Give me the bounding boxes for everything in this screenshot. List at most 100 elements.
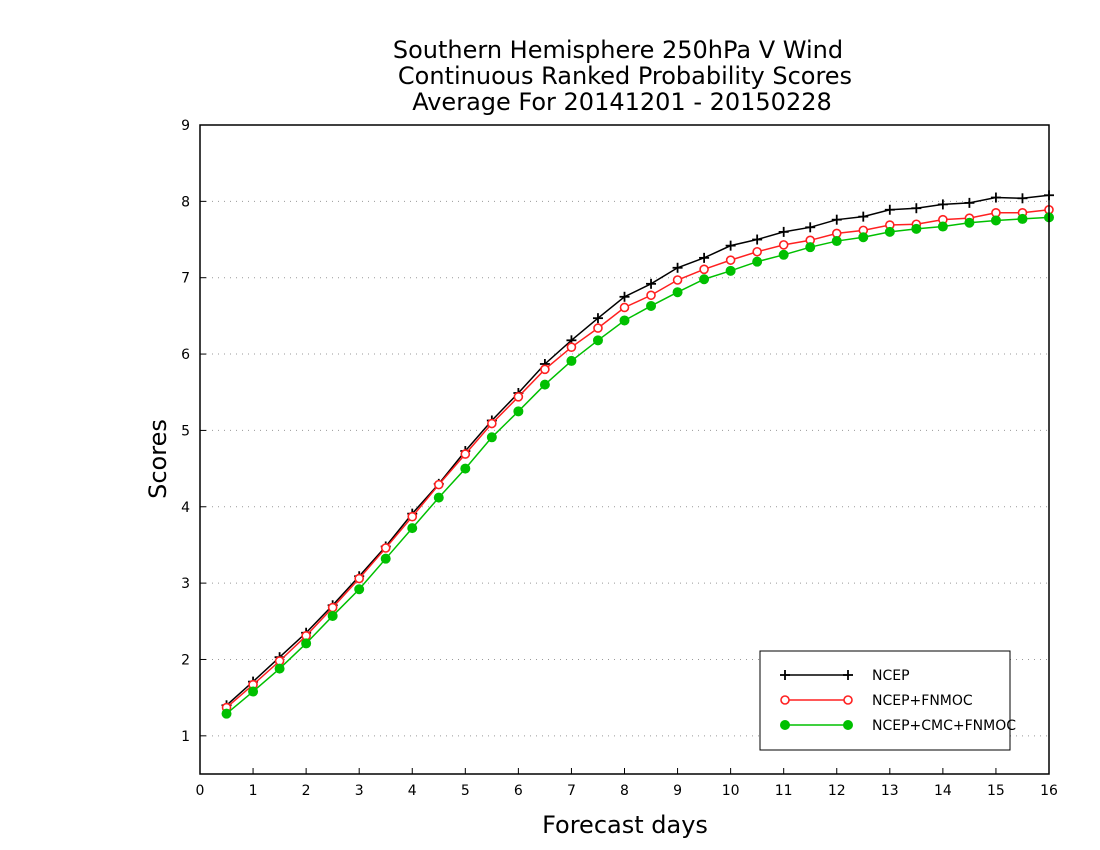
point-ncep-cmc-fnmoc-22 [805, 242, 816, 253]
point-ncep-cmc-fnmoc-10 [486, 432, 497, 443]
legend-items: NCEP NCEP+FNMOC NCEP+CMC+FNMOC [780, 668, 1016, 734]
point-ncep-fnmoc-11 [513, 392, 524, 402]
point-ncep-cmc-fnmoc-24 [858, 232, 869, 243]
series-ncep-cmc-fnmoc [221, 212, 1054, 719]
x-tick-label-3: 3 [355, 783, 364, 799]
point-ncep-22 [805, 222, 816, 233]
point-ncep-cmc-fnmoc-19 [725, 265, 736, 276]
point-ncep-fnmoc-20 [752, 246, 762, 257]
legend-item-ncep-cmc-fnmoc: NCEP+CMC+FNMOC [780, 718, 1016, 734]
y-tick-label-8: 8 [181, 194, 190, 210]
series-line-ncep-cmc-fnmoc [226, 216, 1050, 715]
series-line-ncep [226, 194, 1050, 706]
x-tick-label-0: 0 [196, 783, 205, 799]
point-ncep-cmc-fnmoc-21 [778, 249, 789, 260]
point-ncep-fnmoc-19 [725, 255, 736, 265]
point-ncep-fnmoc-14 [593, 323, 603, 333]
legend: NCEP NCEP+FNMOC NCEP+CMC+FNMOC [759, 650, 1016, 751]
x-axis-label: Forecast days [542, 811, 708, 839]
x-tick-label-13: 13 [881, 783, 899, 799]
point-ncep-cmc-fnmoc-13 [566, 355, 577, 366]
point-ncep-cmc-fnmoc-14 [592, 335, 603, 346]
point-ncep-cmc-fnmoc-7 [407, 523, 418, 534]
point-ncep-cmc-fnmoc-28 [964, 217, 975, 228]
y-tick-label-7: 7 [181, 271, 190, 287]
title-line-2: Continuous Ranked Probability Scores [398, 62, 852, 90]
x-tick-label-9: 9 [673, 783, 682, 799]
point-ncep-cmc-fnmoc-9 [460, 463, 471, 474]
y-tick-label-3: 3 [181, 576, 190, 592]
point-ncep-cmc-fnmoc-30 [1017, 213, 1028, 224]
point-ncep-fnmoc-4 [327, 602, 338, 613]
title-line-3: Average For 20141201 - 20150228 [412, 88, 832, 116]
point-ncep-15 [619, 291, 630, 302]
point-ncep-26 [911, 203, 922, 214]
point-ncep-cmc-fnmoc-3 [301, 638, 312, 649]
point-ncep-cmc-fnmoc-17 [672, 287, 683, 298]
point-ncep-fnmoc-5 [354, 573, 364, 584]
x-tick-label-5: 5 [461, 783, 470, 799]
point-ncep-cmc-fnmoc-25 [884, 226, 895, 237]
point-ncep-18 [699, 252, 710, 263]
point-ncep-21 [778, 226, 789, 237]
series-ncep [221, 190, 1054, 711]
point-ncep-17 [672, 262, 683, 273]
point-ncep-cmc-fnmoc-11 [513, 406, 524, 417]
point-ncep-fnmoc-6 [380, 543, 391, 553]
point-ncep-fnmoc-10 [487, 418, 497, 429]
point-ncep-cmc-fnmoc-15 [619, 315, 630, 326]
point-ncep-16 [646, 278, 657, 289]
point-ncep-fnmoc-18 [699, 264, 709, 275]
x-tick-label-4: 4 [408, 783, 417, 799]
point-ncep-20 [752, 234, 763, 245]
legend-marker-left-ncep-fnmoc [780, 695, 790, 705]
series-group [221, 190, 1054, 719]
series-ncep-fnmoc [221, 204, 1054, 713]
point-ncep-fnmoc-21 [778, 240, 789, 250]
y-tick-label-1: 1 [181, 729, 190, 745]
point-ncep-30 [1017, 193, 1028, 204]
point-ncep-fnmoc-9 [460, 449, 471, 459]
x-tick-label-10: 10 [722, 783, 740, 799]
x-tick-label-14: 14 [934, 783, 952, 799]
point-ncep-28 [964, 197, 975, 208]
legend-label-ncep-cmc-fnmoc: NCEP+CMC+FNMOC [872, 718, 1016, 734]
legend-label-ncep-fnmoc: NCEP+FNMOC [872, 693, 973, 709]
point-ncep-cmc-fnmoc-27 [937, 221, 948, 232]
point-ncep-cmc-fnmoc-4 [327, 610, 338, 621]
y-axis-label: Scores [144, 419, 172, 499]
x-tick-label-12: 12 [828, 783, 846, 799]
point-ncep-cmc-fnmoc-0 [221, 708, 232, 719]
point-ncep-cmc-fnmoc-1 [248, 686, 259, 697]
point-ncep-27 [937, 199, 948, 210]
point-ncep-cmc-fnmoc-23 [831, 236, 842, 247]
point-ncep-fnmoc-15 [619, 302, 630, 313]
point-ncep-fnmoc-17 [672, 275, 683, 285]
x-tick-label-7: 7 [567, 783, 576, 799]
point-ncep-fnmoc-12 [540, 364, 550, 375]
legend-marker-right-ncep-fnmoc [843, 695, 853, 705]
point-ncep-cmc-fnmoc-2 [274, 663, 285, 674]
chart-title: Southern Hemisphere 250hPa V Wind Contin… [393, 36, 852, 116]
point-ncep-cmc-fnmoc-18 [699, 274, 710, 285]
legend-label-ncep: NCEP [872, 668, 910, 684]
x-tick-label-15: 15 [987, 783, 1005, 799]
point-ncep-cmc-fnmoc-6 [380, 553, 391, 564]
title-line-1: Southern Hemisphere 250hPa V Wind [393, 36, 843, 64]
x-tick-label-16: 16 [1040, 783, 1058, 799]
point-ncep-19 [725, 240, 736, 251]
legend-marker-right-ncep [843, 670, 853, 680]
point-ncep-cmc-fnmoc-8 [433, 492, 444, 503]
point-ncep-cmc-fnmoc-26 [911, 223, 922, 234]
point-ncep-cmc-fnmoc-12 [539, 379, 550, 390]
point-ncep-cmc-fnmoc-16 [646, 300, 657, 311]
legend-marker-right-ncep-cmc-fnmoc [843, 720, 853, 730]
point-ncep-24 [858, 211, 869, 222]
x-tick-label-1: 1 [249, 783, 258, 799]
legend-item-ncep: NCEP [780, 668, 910, 684]
y-tick-label-6: 6 [181, 347, 190, 363]
series-line-ncep-fnmoc [226, 209, 1050, 709]
y-tick-label-5: 5 [181, 423, 190, 439]
x-tick-label-6: 6 [514, 783, 523, 799]
